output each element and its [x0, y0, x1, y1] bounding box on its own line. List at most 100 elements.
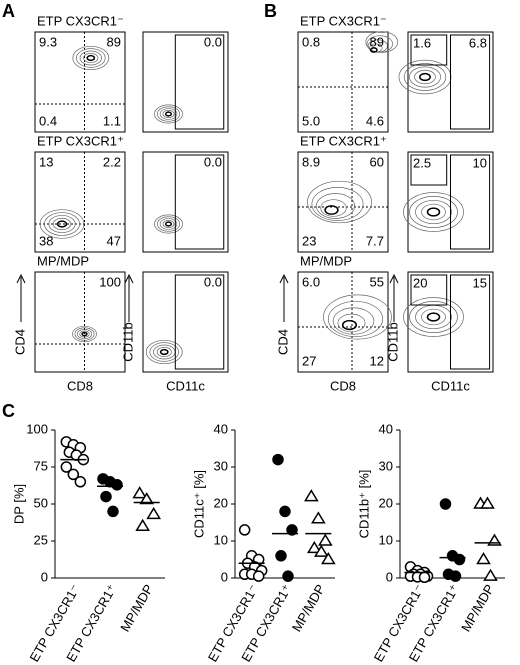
gate [410, 274, 448, 306]
data-point [286, 524, 298, 536]
gate-value: 10 [473, 155, 487, 170]
data-point [282, 570, 294, 582]
contour [52, 217, 72, 231]
quadrant-value: 55 [370, 274, 384, 289]
gate-value: 1.6 [413, 35, 431, 50]
y-tick-label: 50 [34, 495, 48, 510]
quadrant-value: 0.8 [302, 34, 320, 49]
y-axis-label: CD11b⁺ [%] [356, 470, 371, 539]
gate-value: 6.8 [469, 35, 487, 50]
contour [421, 203, 446, 221]
gate-value: 0.0 [204, 274, 222, 289]
quadrant-value: 89 [370, 34, 384, 49]
axis-arrow-head [16, 273, 26, 284]
contour [162, 110, 175, 118]
x-tick-label: MP/MDP [117, 582, 156, 635]
data-point [135, 518, 150, 531]
contour [409, 66, 441, 88]
y-tick-label: 30 [379, 458, 393, 473]
contour [149, 342, 180, 362]
contour [79, 330, 90, 338]
contour [164, 221, 173, 227]
data-point [100, 490, 112, 503]
data-point [139, 492, 154, 505]
axis-arrow-head [279, 273, 289, 284]
contour [48, 215, 76, 233]
contour [415, 304, 452, 330]
row-title: ETP CX3CR1⁻ [37, 13, 124, 28]
data-point [275, 550, 287, 562]
data-point [111, 479, 123, 491]
quadrant-value: 6.0 [302, 274, 320, 289]
y-tick-label: 75 [34, 458, 48, 473]
data-point [307, 540, 322, 554]
y-axis-label: CD11c⁺ [%] [191, 470, 206, 538]
gate [450, 154, 491, 250]
gate [174, 274, 225, 370]
data-point [132, 486, 147, 499]
x-axis-label: CD11c [166, 378, 205, 393]
row-title: ETP CX3CR1⁺ [37, 133, 124, 148]
contour [403, 297, 464, 337]
contour [332, 307, 375, 335]
panel-label: A [2, 1, 15, 21]
data-point [60, 461, 73, 473]
x-axis-label: CD8 [67, 378, 93, 393]
contour [419, 72, 431, 82]
axis-arrow-head [389, 273, 399, 284]
data-point [304, 489, 319, 502]
quadrant-value: 27 [302, 353, 316, 368]
data-point [418, 571, 431, 584]
contour [403, 63, 447, 91]
contour [398, 59, 452, 95]
y-axis-label: CD11b [120, 322, 135, 362]
data-point [480, 496, 495, 509]
contour [327, 300, 384, 338]
y-tick-label: 0 [386, 569, 393, 584]
contour [145, 339, 183, 365]
y-tick-label: 20 [214, 495, 228, 510]
contour [76, 48, 106, 68]
y-tick-label: 100 [26, 421, 48, 436]
y-axis-label: CD11b [385, 322, 400, 362]
data-point [483, 568, 498, 581]
plot-frame [34, 31, 126, 133]
gate [450, 274, 491, 370]
y-tick-label: 25 [34, 532, 48, 547]
contour [409, 196, 458, 228]
data-point [67, 468, 80, 481]
quadrant-value: 4.6 [366, 113, 384, 128]
axis-arrow-head [124, 273, 134, 284]
data-point [252, 570, 265, 582]
data-point [449, 570, 462, 582]
y-tick-label: 10 [379, 532, 393, 547]
y-tick-label: 0 [41, 569, 48, 584]
quadrant-value: 0.4 [39, 113, 57, 128]
gate [450, 34, 491, 130]
gate-value: 0.0 [204, 34, 222, 49]
contour [86, 54, 96, 62]
quadrant-value: 8.9 [302, 154, 320, 169]
contour [421, 308, 446, 326]
quadrant-value: 23 [302, 233, 316, 248]
panel-label: B [264, 1, 277, 21]
quadrant-value: 2.2 [103, 154, 121, 169]
gate-value: 15 [473, 275, 487, 290]
contour [83, 52, 99, 64]
plot-frame [142, 271, 229, 373]
quadrant-value: 5.0 [302, 113, 320, 128]
data-point [476, 552, 491, 565]
data-point [238, 524, 251, 536]
plot-frame [297, 31, 389, 133]
data-point [314, 544, 329, 557]
contour [159, 108, 178, 120]
contour [74, 327, 95, 341]
quadrant-value: 89 [107, 34, 121, 49]
y-tick-label: 20 [379, 495, 393, 510]
data-point [74, 476, 87, 488]
x-tick-label: MP/MDP [458, 582, 497, 635]
quadrant-value: 9.3 [39, 34, 57, 49]
plot-frame [34, 151, 126, 253]
y-tick-label: 40 [214, 421, 228, 436]
y-axis-label: CD4 [12, 329, 27, 355]
